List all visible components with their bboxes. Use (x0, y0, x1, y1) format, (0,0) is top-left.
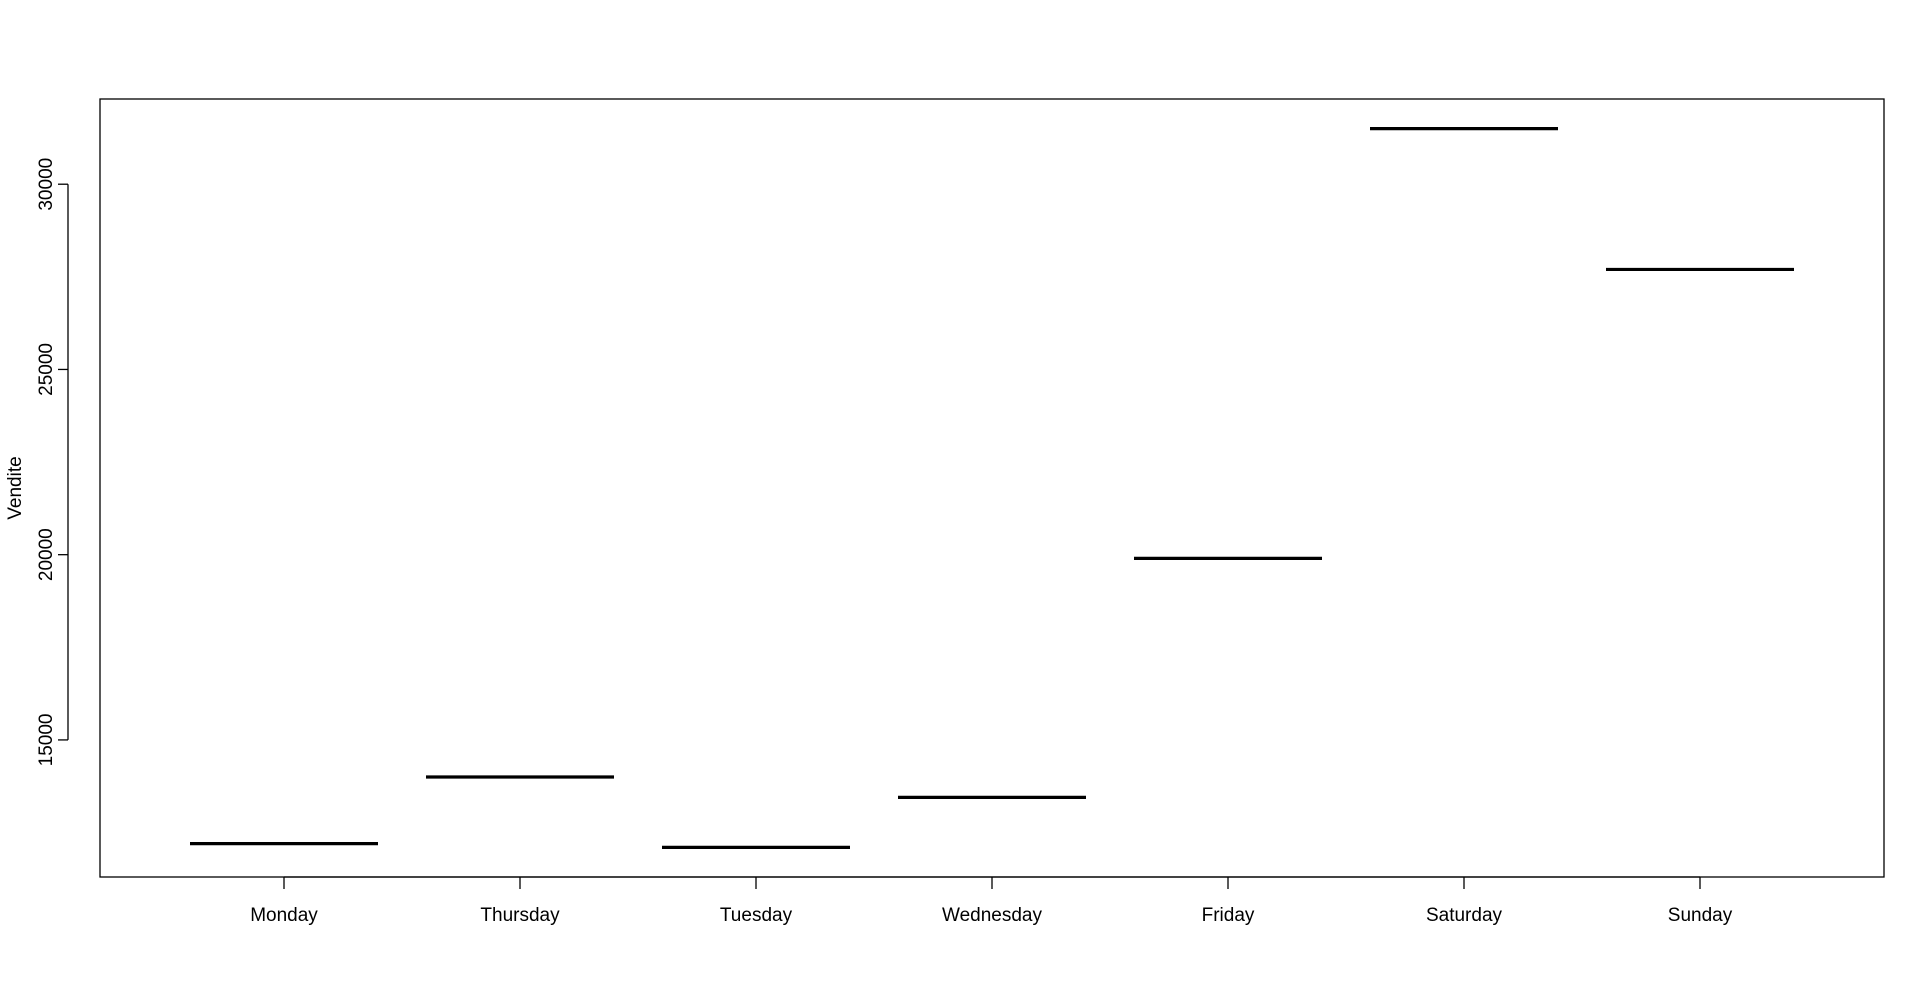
x-tick-label: Thursday (480, 905, 560, 926)
x-axis: Monday Thursday Tuesday Wednesday Friday Satu… (250, 876, 1733, 926)
data-marks (190, 127, 1794, 849)
y-axis: 15000 20000 25000 30000 (36, 158, 69, 767)
x-tick-label: Sunday (1668, 905, 1733, 926)
x-tick-label: Monday (250, 905, 318, 926)
x-tick-label: Tuesday (720, 905, 793, 926)
x-tick-label: Saturday (1426, 905, 1503, 926)
y-axis-title: Vendite (5, 456, 26, 519)
x-tick-label: Friday (1202, 905, 1255, 926)
y-tick-label: 20000 (36, 528, 57, 581)
x-tick-label: Wednesday (942, 905, 1042, 926)
y-tick-label: 25000 (36, 343, 57, 396)
y-tick-label: 30000 (36, 158, 57, 211)
y-tick-label: 15000 (36, 714, 57, 767)
